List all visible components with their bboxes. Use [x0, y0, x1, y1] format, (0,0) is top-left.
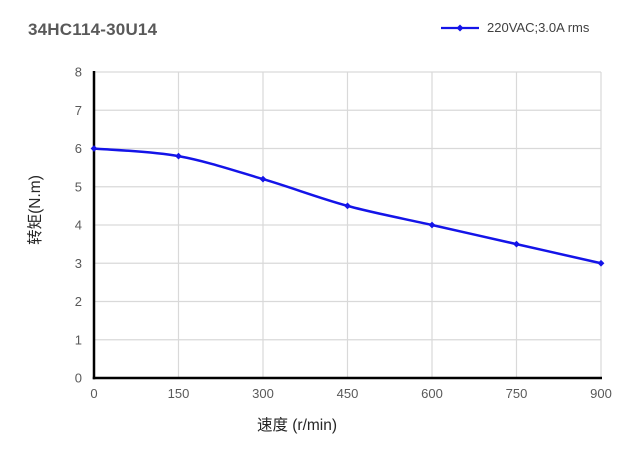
x-axis-title: 速度 (r/min) [257, 416, 337, 434]
data-point-marker [513, 240, 520, 248]
y-tick-label: 3 [75, 256, 82, 271]
y-tick-label: 1 [75, 332, 82, 347]
x-tick-label: 750 [506, 386, 528, 401]
data-point-marker [428, 221, 436, 229]
legend: 220VAC;3.0A rms [440, 20, 589, 35]
y-tick-label: 6 [75, 141, 82, 156]
y-axis-title: 转矩(N.m) [26, 175, 44, 245]
x-tick-label: 150 [168, 386, 190, 401]
data-point-marker [90, 145, 98, 152]
data-point-marker [597, 259, 605, 267]
data-point-marker [344, 202, 351, 210]
data-point-marker [259, 175, 267, 183]
y-tick-label: 2 [75, 294, 82, 309]
y-tick-label: 0 [75, 371, 82, 386]
x-tick-label: 450 [337, 386, 359, 401]
y-tick-label: 4 [75, 218, 82, 233]
chart-title: 34HC114-30U14 [28, 20, 158, 39]
x-tick-label: 0 [90, 386, 97, 401]
x-tick-label: 300 [252, 386, 274, 401]
legend-label: 220VAC;3.0A rms [487, 20, 590, 35]
legend-line-marker-icon [441, 24, 479, 31]
y-tick-label: 5 [75, 179, 82, 194]
y-tick-label: 8 [75, 65, 82, 80]
x-tick-label: 600 [421, 386, 443, 401]
data-point-marker [175, 152, 182, 160]
y-tick-label: 7 [75, 103, 82, 118]
x-tick-label: 900 [590, 386, 612, 401]
